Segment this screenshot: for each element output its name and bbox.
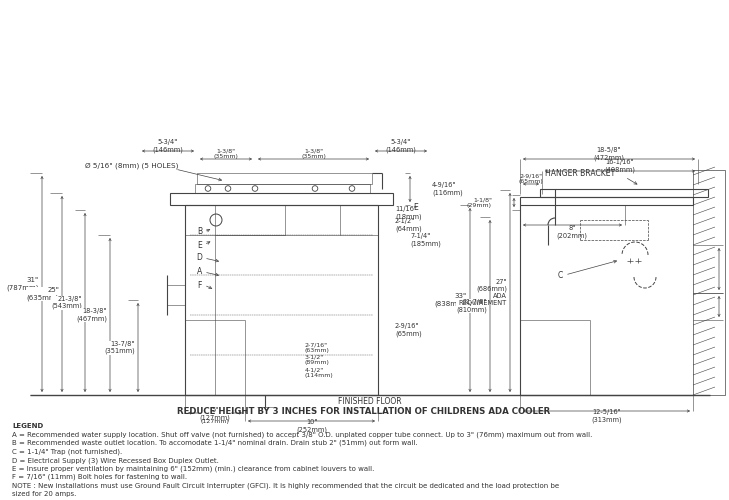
Text: 21-3/8"
(543mm): 21-3/8" (543mm) — [51, 296, 82, 309]
Text: 16-1/16"
(408mm): 16-1/16" (408mm) — [604, 159, 635, 173]
Text: 25"
(635mm): 25" (635mm) — [27, 287, 59, 300]
Text: sized for 20 amps.: sized for 20 amps. — [12, 491, 77, 497]
Text: NOTE : New installations must use Ground Fault Circuit Interrupter (GFCI). It is: NOTE : New installations must use Ground… — [12, 482, 559, 489]
Bar — [693, 170, 725, 395]
Text: 8"
(202mm): 8" (202mm) — [556, 225, 588, 239]
Text: Ø 5/16" (8mm) (5 HOLES): Ø 5/16" (8mm) (5 HOLES) — [85, 162, 179, 170]
Text: C = 1-1/4" Trap (not furnished).: C = 1-1/4" Trap (not furnished). — [12, 448, 122, 455]
Text: 11/16"
(18mm): 11/16" (18mm) — [395, 206, 421, 220]
Text: B = Recommended waste outlet location. To accomodate 1-1/4" nominal drain. Drain: B = Recommended waste outlet location. T… — [12, 440, 418, 446]
Bar — [520, 197, 693, 205]
Text: F: F — [198, 280, 202, 289]
Text: E: E — [198, 240, 202, 250]
Text: 2-7/16"
(63mm): 2-7/16" (63mm) — [305, 342, 330, 353]
Text: 13-7/8"
(351mm): 13-7/8" (351mm) — [104, 341, 135, 354]
Text: 5-3/4"
(146mm): 5-3/4" (146mm) — [386, 139, 416, 153]
Text: 33"
(838mm): 33" (838mm) — [434, 293, 467, 306]
Text: 1-3/8"
(35mm): 1-3/8" (35mm) — [301, 148, 326, 160]
Text: E = Insure proper ventilation by maintaining 6" (152mm) (min.) clearance from ca: E = Insure proper ventilation by maintai… — [12, 466, 375, 472]
Text: 2-1/2"
(64mm): 2-1/2" (64mm) — [395, 218, 422, 232]
Text: 18-5/8"
(472mm): 18-5/8" (472mm) — [593, 147, 624, 161]
Text: D: D — [196, 254, 202, 262]
Text: 2-9/16"
(65mm): 2-9/16" (65mm) — [395, 324, 422, 337]
Text: 2-9/16"
(65mm): 2-9/16" (65mm) — [518, 174, 543, 184]
Text: LEGEND: LEGEND — [12, 423, 43, 429]
Bar — [197, 173, 372, 184]
Text: E: E — [413, 204, 418, 212]
Bar — [195, 184, 370, 193]
Text: 10"
(252mm): 10" (252mm) — [296, 419, 327, 432]
Text: FINISHED FLOOR: FINISHED FLOOR — [338, 398, 402, 406]
Text: 3-1/2"
(89mm): 3-1/2" (89mm) — [305, 354, 330, 366]
Text: REDUCE HEIGHT BY 3 INCHES FOR INSTALLATION OF CHILDRENS ADA COOLER: REDUCE HEIGHT BY 3 INCHES FOR INSTALLATI… — [177, 406, 550, 416]
Text: B: B — [197, 228, 202, 236]
Text: HANGER BRACKET: HANGER BRACKET — [545, 170, 615, 178]
Text: C: C — [558, 270, 564, 280]
Text: 7-1/4"
(185mm): 7-1/4" (185mm) — [410, 233, 441, 246]
Text: 1-1/8"
(29mm): 1-1/8" (29mm) — [467, 197, 492, 208]
Text: (127mm): (127mm) — [200, 418, 230, 424]
Text: 27"
(686mm)
ADA
REQUIREMENT: 27" (686mm) ADA REQUIREMENT — [459, 279, 507, 306]
Text: 4-9/16"
(116mm): 4-9/16" (116mm) — [432, 182, 463, 196]
Text: 31-7/8"
(810mm): 31-7/8" (810mm) — [456, 299, 487, 313]
Text: A = Recommended water supply location. Shut off valve (not furnished) to accept : A = Recommended water supply location. S… — [12, 432, 593, 438]
Text: 4-1/2"
(114mm): 4-1/2" (114mm) — [305, 368, 334, 378]
Text: 18-3/8"
(467mm): 18-3/8" (467mm) — [76, 308, 107, 322]
Bar — [170, 193, 393, 205]
Text: 5-3/4"
(146mm): 5-3/4" (146mm) — [152, 139, 184, 153]
Text: 5"
(127mm): 5" (127mm) — [200, 408, 230, 421]
Bar — [215, 205, 285, 235]
Text: 1-3/8"
(35mm): 1-3/8" (35mm) — [214, 148, 238, 160]
Text: 12-5/16"
(313mm): 12-5/16" (313mm) — [591, 409, 622, 423]
Text: F = 7/16" (11mm) Bolt holes for fastening to wall.: F = 7/16" (11mm) Bolt holes for fastenin… — [12, 474, 187, 480]
Text: A: A — [197, 268, 202, 276]
Text: D = Electrical Supply (3) Wire Recessed Box Duplex Outlet.: D = Electrical Supply (3) Wire Recessed … — [12, 457, 219, 464]
Bar — [540, 189, 708, 197]
Text: 31"
(787mm): 31" (787mm) — [7, 277, 39, 291]
